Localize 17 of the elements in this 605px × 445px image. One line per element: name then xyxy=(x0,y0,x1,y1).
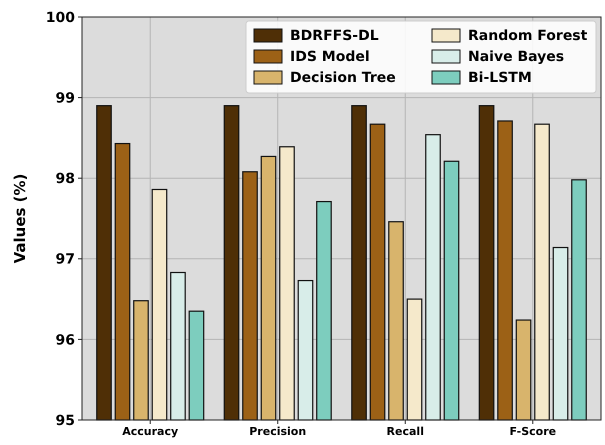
y-tick-label: 98 xyxy=(56,171,75,188)
legend-label: Bi-LSTM xyxy=(468,70,532,86)
legend-label: Naive Bayes xyxy=(468,49,564,65)
legend-label: BDRFFS-DL xyxy=(290,28,379,44)
legend-label: Decision Tree xyxy=(290,70,396,86)
x-tick-label: Precision xyxy=(249,425,306,438)
y-tick-label: 96 xyxy=(56,332,75,348)
x-tick-label: Accuracy xyxy=(122,425,178,438)
y-axis-title: Values (%) xyxy=(11,174,29,264)
y-tick-label: 97 xyxy=(56,252,75,268)
y-tick-label: 99 xyxy=(56,90,75,106)
x-tick-label: F-Score xyxy=(509,425,556,438)
y-tick-label: 95 xyxy=(56,412,75,429)
legend-label: IDS Model xyxy=(290,49,370,65)
legend-label: Random Forest xyxy=(468,28,588,44)
x-tick-label: Recall xyxy=(386,425,424,438)
y-tick-label: 100 xyxy=(46,10,76,26)
